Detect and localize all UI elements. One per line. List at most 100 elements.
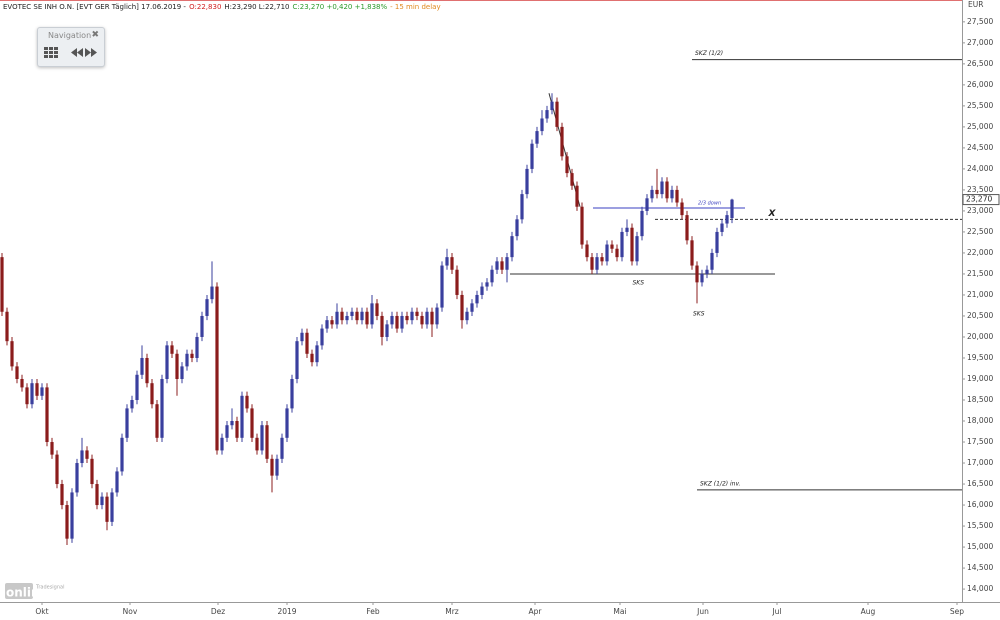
candle-body [65, 505, 69, 539]
candle-body [130, 400, 134, 409]
candle-body [515, 219, 519, 237]
candle-body [450, 257, 454, 270]
y-tick-label: 24,000 [967, 164, 993, 173]
candle-body [705, 269, 709, 274]
header-segment: EVOTEC SE INH O.N. [EVT GER Täglich] 17.… [3, 3, 186, 11]
candle-body [100, 496, 104, 506]
candle-body [185, 353, 189, 367]
candle-body [565, 156, 569, 174]
candle-body [660, 181, 664, 195]
x-tick-label: Feb [366, 607, 380, 616]
candle-body [265, 425, 269, 459]
header-segment: C:23,270 +0,420 +1,838% [293, 3, 388, 11]
y-tick-label: 16,000 [967, 500, 993, 509]
candle-body [610, 244, 614, 249]
candle-body [170, 345, 174, 354]
candle-body [605, 244, 609, 262]
candle-body [585, 244, 589, 258]
candle-body [210, 286, 214, 300]
y-tick-label: 18,500 [967, 395, 993, 404]
y-tick-label: 23,000 [967, 206, 993, 215]
candle-body [510, 236, 514, 258]
level-label: SKZ (1/2) inv. [700, 480, 741, 487]
y-tick-label: 22,000 [967, 248, 993, 257]
candle-body [695, 265, 699, 283]
candle-body [20, 378, 24, 388]
level-label: 2/3 down [698, 200, 721, 206]
candle-body [390, 315, 394, 325]
candle-body [460, 294, 464, 321]
navigation-title: Navigation [48, 31, 92, 40]
candle-body [305, 332, 309, 354]
x-tick-label: Jul [771, 607, 781, 616]
candle-body [335, 311, 339, 325]
candle-body [725, 215, 729, 224]
back-button[interactable] [71, 48, 83, 57]
x-tick-label: Sep [950, 607, 964, 616]
candle-body [370, 303, 374, 325]
watermark: Tradesignal online [5, 583, 64, 600]
candle-body [455, 269, 459, 295]
close-button[interactable]: ✖ [91, 30, 99, 40]
level-label: SKZ (1/2) [695, 50, 723, 57]
y-tick-label: 27,500 [967, 17, 993, 26]
candle-body [675, 189, 679, 203]
y-tick-label: 24,500 [967, 143, 993, 152]
candle-body [165, 345, 169, 379]
candle-body [115, 471, 119, 493]
candle-body [680, 202, 684, 216]
candle-body [180, 366, 184, 379]
candle-body [395, 315, 399, 329]
candle-body [570, 173, 574, 186]
navigation-panel[interactable]: Navigation ✖ [37, 27, 105, 67]
candle-body [600, 257, 604, 262]
x-tick-label: Aug [861, 607, 876, 616]
candle-body [330, 320, 334, 325]
grid-button[interactable] [44, 47, 58, 58]
candle-body [720, 223, 724, 232]
candle-body [105, 496, 109, 522]
candle-body [25, 387, 29, 405]
candle-body [160, 378, 164, 438]
candle-body [690, 240, 694, 266]
header-segment: - 15 min delay [390, 3, 440, 11]
y-tick-label: 15,000 [967, 542, 993, 551]
candle-body [490, 269, 494, 283]
last-price-box [962, 194, 1000, 206]
candle-body [530, 143, 534, 169]
candle-body [520, 194, 524, 220]
candle-body [625, 227, 629, 232]
candle-body [400, 315, 404, 329]
level-label: X [768, 209, 777, 219]
candle-body [260, 425, 264, 451]
candle-body [440, 265, 444, 308]
candle-body [410, 311, 414, 321]
header-segment: H:23,290 L:22,710 [224, 3, 289, 11]
candle-body [270, 458, 274, 476]
x-tick-label: Okt [35, 607, 48, 616]
candle-body [10, 341, 14, 367]
candle-body [635, 236, 639, 262]
candle-body [35, 383, 39, 396]
y-unit: EUR [968, 0, 983, 9]
candle-body [230, 421, 234, 426]
candle-body [195, 336, 199, 358]
candle-body [55, 454, 59, 485]
candle-body [45, 387, 49, 443]
candle-body [500, 261, 504, 270]
y-tick-label: 16,500 [967, 479, 993, 488]
candle-body [710, 252, 714, 270]
candle-body [350, 311, 354, 316]
candle-body [360, 311, 364, 321]
candle-body [425, 311, 429, 325]
candle-body [145, 357, 149, 384]
candle-body [645, 198, 649, 211]
candle-body [85, 450, 89, 459]
candle-body [140, 357, 144, 375]
candle-body [110, 492, 114, 522]
forward-button[interactable] [85, 48, 97, 57]
candle-body [445, 257, 449, 266]
y-tick-label: 20,000 [967, 332, 993, 341]
